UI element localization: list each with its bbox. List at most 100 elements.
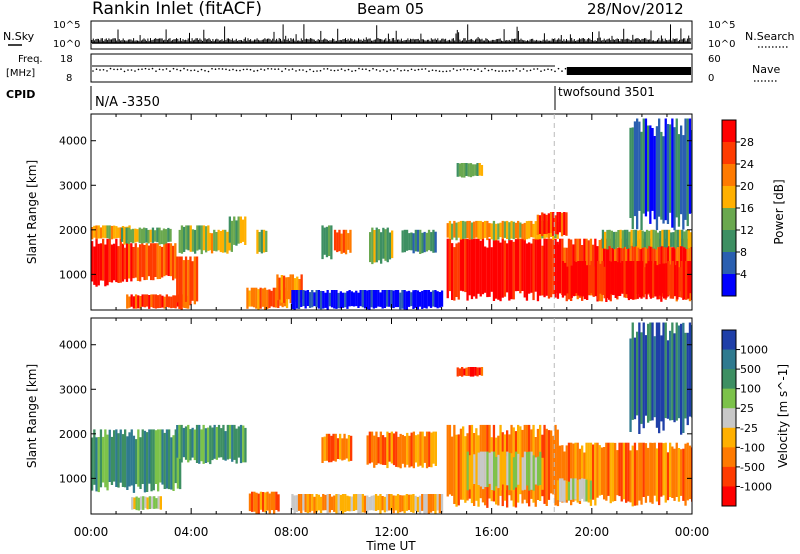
echo-slice <box>490 247 493 292</box>
echo-slice <box>663 229 666 248</box>
nave-point <box>550 69 553 71</box>
echo-slice <box>235 220 238 246</box>
echo-slice <box>490 223 493 240</box>
nave-point <box>326 68 329 70</box>
nave-point <box>526 70 528 72</box>
echo-slice <box>250 287 253 307</box>
echo-slice <box>213 229 216 251</box>
echo-slice <box>193 256 196 305</box>
echo-slice <box>416 290 419 310</box>
nave-point <box>529 69 532 72</box>
echo-slice <box>99 243 103 281</box>
nave-point <box>270 68 273 70</box>
echo-slice <box>399 292 402 310</box>
echo-slice <box>578 448 582 504</box>
nave-point <box>340 68 343 70</box>
echo-slice <box>644 443 648 503</box>
power-colorbar-label: Power [dB] <box>772 179 786 244</box>
echo-slice <box>554 215 557 234</box>
echo-slice <box>93 246 96 285</box>
nave-point <box>225 68 227 71</box>
echo-slice <box>174 243 177 279</box>
echo-slice <box>536 238 540 302</box>
echo-slice <box>255 492 258 514</box>
echo-slice <box>664 442 667 503</box>
echo-slice <box>165 294 168 307</box>
echo-slice <box>570 265 573 298</box>
echo-slice <box>410 432 413 467</box>
echo-slice <box>530 243 533 293</box>
echo-slice <box>678 229 682 247</box>
echo-slice <box>651 322 654 421</box>
echo-slice <box>685 261 688 300</box>
echo-slice <box>666 124 670 224</box>
echo-slice <box>91 437 94 491</box>
echo-slice <box>248 493 252 512</box>
echo-slice <box>552 435 555 495</box>
echo-slice <box>244 427 247 463</box>
echo-slice <box>421 232 424 254</box>
echo-slice <box>490 451 494 490</box>
echo-slice <box>161 429 164 485</box>
echo-slice <box>300 290 303 307</box>
echo-slice <box>469 163 473 178</box>
echo-slice <box>143 294 146 308</box>
echo-slice <box>126 294 129 309</box>
echo-slice <box>373 230 376 263</box>
echo-slice <box>488 223 491 237</box>
echo-slice <box>466 238 469 301</box>
echo-slice <box>629 127 632 218</box>
echo-slice <box>688 118 692 214</box>
echo-slice <box>451 223 454 240</box>
echo-region <box>91 238 125 287</box>
colorbar-segment <box>722 466 736 487</box>
echo-slice <box>219 231 222 253</box>
echo-slice <box>647 447 650 496</box>
echo-slice <box>276 274 279 301</box>
echo-slice <box>296 276 299 299</box>
echo-slice <box>644 118 648 217</box>
echo-region <box>131 496 162 511</box>
echo-slice <box>592 444 595 500</box>
echo-slice <box>432 431 435 464</box>
echo-slice <box>607 442 610 496</box>
echo-slice <box>394 495 397 511</box>
nave-point <box>564 67 567 70</box>
echo-slice <box>436 494 439 511</box>
echo-slice <box>222 424 225 460</box>
nave-point <box>193 69 196 71</box>
echo-slice <box>503 240 507 297</box>
echo-slice <box>479 451 483 487</box>
echo-slice <box>488 452 491 484</box>
nave-point <box>239 69 241 72</box>
echo-slice <box>350 496 353 512</box>
echo-slice <box>623 261 626 298</box>
echo-slice <box>297 494 301 511</box>
colorbar-segment <box>722 408 736 429</box>
echo-slice <box>581 478 584 499</box>
echo-slice <box>374 494 378 511</box>
echo-slice <box>612 261 615 296</box>
echo-slice <box>565 480 568 500</box>
echo-slice <box>414 290 417 308</box>
echo-slice <box>686 332 689 426</box>
echo-slice <box>670 232 673 247</box>
echo-slice <box>686 118 689 227</box>
echo-slice <box>369 232 372 263</box>
nave-point <box>508 69 511 72</box>
echo-slice <box>383 290 386 308</box>
echo-slice <box>565 212 568 236</box>
echo-slice <box>596 442 599 498</box>
echo-slice <box>210 233 214 254</box>
echo-slice <box>517 238 520 291</box>
echo-slice <box>563 212 566 235</box>
echo-slice <box>132 247 135 279</box>
echo-slice <box>388 432 391 462</box>
nave-point <box>431 69 434 71</box>
echo-slice <box>176 425 179 458</box>
echo-slice <box>115 238 118 283</box>
nave-point <box>144 67 147 70</box>
echo-slice <box>534 457 538 485</box>
echo-slice <box>676 261 679 300</box>
echo-slice <box>660 442 663 497</box>
